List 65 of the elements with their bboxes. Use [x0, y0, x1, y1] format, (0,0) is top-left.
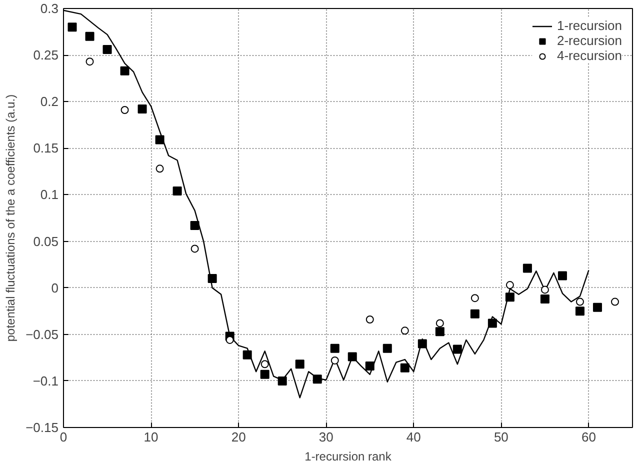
point — [242, 350, 252, 360]
point — [400, 363, 410, 372]
point — [156, 164, 164, 173]
x-tick-label: 30 — [318, 430, 334, 444]
point — [575, 306, 584, 316]
point — [488, 318, 497, 328]
x-tick-label: 10 — [144, 430, 158, 444]
legend-label: 1-recursion — [556, 18, 622, 33]
y-tick-label: −0.1 — [32, 373, 59, 388]
point — [312, 374, 322, 384]
x-axis-title: 1-recursion rank — [304, 450, 392, 464]
point — [418, 339, 427, 348]
point — [278, 376, 287, 386]
point — [68, 22, 77, 32]
point — [155, 135, 164, 144]
y-tick-label: 0.15 — [33, 140, 59, 156]
point — [436, 319, 444, 328]
point — [190, 220, 200, 230]
point — [330, 344, 340, 353]
point — [120, 106, 129, 114]
y-tick-label: 0.1 — [40, 187, 59, 202]
point — [208, 274, 217, 284]
point — [295, 360, 304, 369]
point — [366, 316, 374, 324]
point — [558, 271, 567, 280]
point — [540, 294, 550, 304]
point — [470, 309, 480, 318]
point — [260, 360, 269, 368]
point — [452, 344, 462, 354]
x-tick-label: 50 — [494, 430, 508, 444]
point — [400, 326, 409, 335]
point — [86, 58, 94, 66]
y-tick-label: −0.15 — [26, 420, 59, 435]
legend-label: 2-recursion — [556, 33, 622, 48]
y-tick-label: 0 — [51, 280, 59, 296]
point — [102, 44, 112, 54]
point — [365, 362, 374, 371]
point — [138, 104, 147, 114]
point — [172, 186, 182, 196]
point — [576, 298, 584, 306]
y-tick-label: −0.05 — [26, 326, 59, 342]
point — [610, 298, 619, 306]
point — [330, 356, 339, 364]
point — [435, 327, 444, 336]
y-axis-title: potential fluctuations of the a coefficients (a.u.) — [4, 94, 18, 342]
point — [120, 66, 130, 76]
point — [506, 281, 514, 290]
y-tick-label: 0.05 — [33, 234, 59, 249]
x-tick-label: 40 — [406, 430, 421, 444]
legend-label: 4-recursion — [556, 48, 622, 63]
y-tick-label: 0.2 — [40, 94, 59, 110]
y-tick-label: 0.25 — [33, 48, 59, 63]
point — [540, 286, 549, 294]
x-tick-label: 20 — [231, 430, 246, 444]
x-tick-label: 60 — [582, 430, 596, 444]
point — [85, 32, 94, 41]
point — [348, 352, 357, 362]
point — [190, 244, 199, 253]
point — [592, 302, 602, 312]
point — [505, 292, 514, 302]
point — [522, 264, 532, 273]
point — [470, 294, 479, 302]
y-tick-label: 0.3 — [40, 1, 59, 16]
point — [382, 344, 392, 353]
point — [260, 370, 270, 379]
